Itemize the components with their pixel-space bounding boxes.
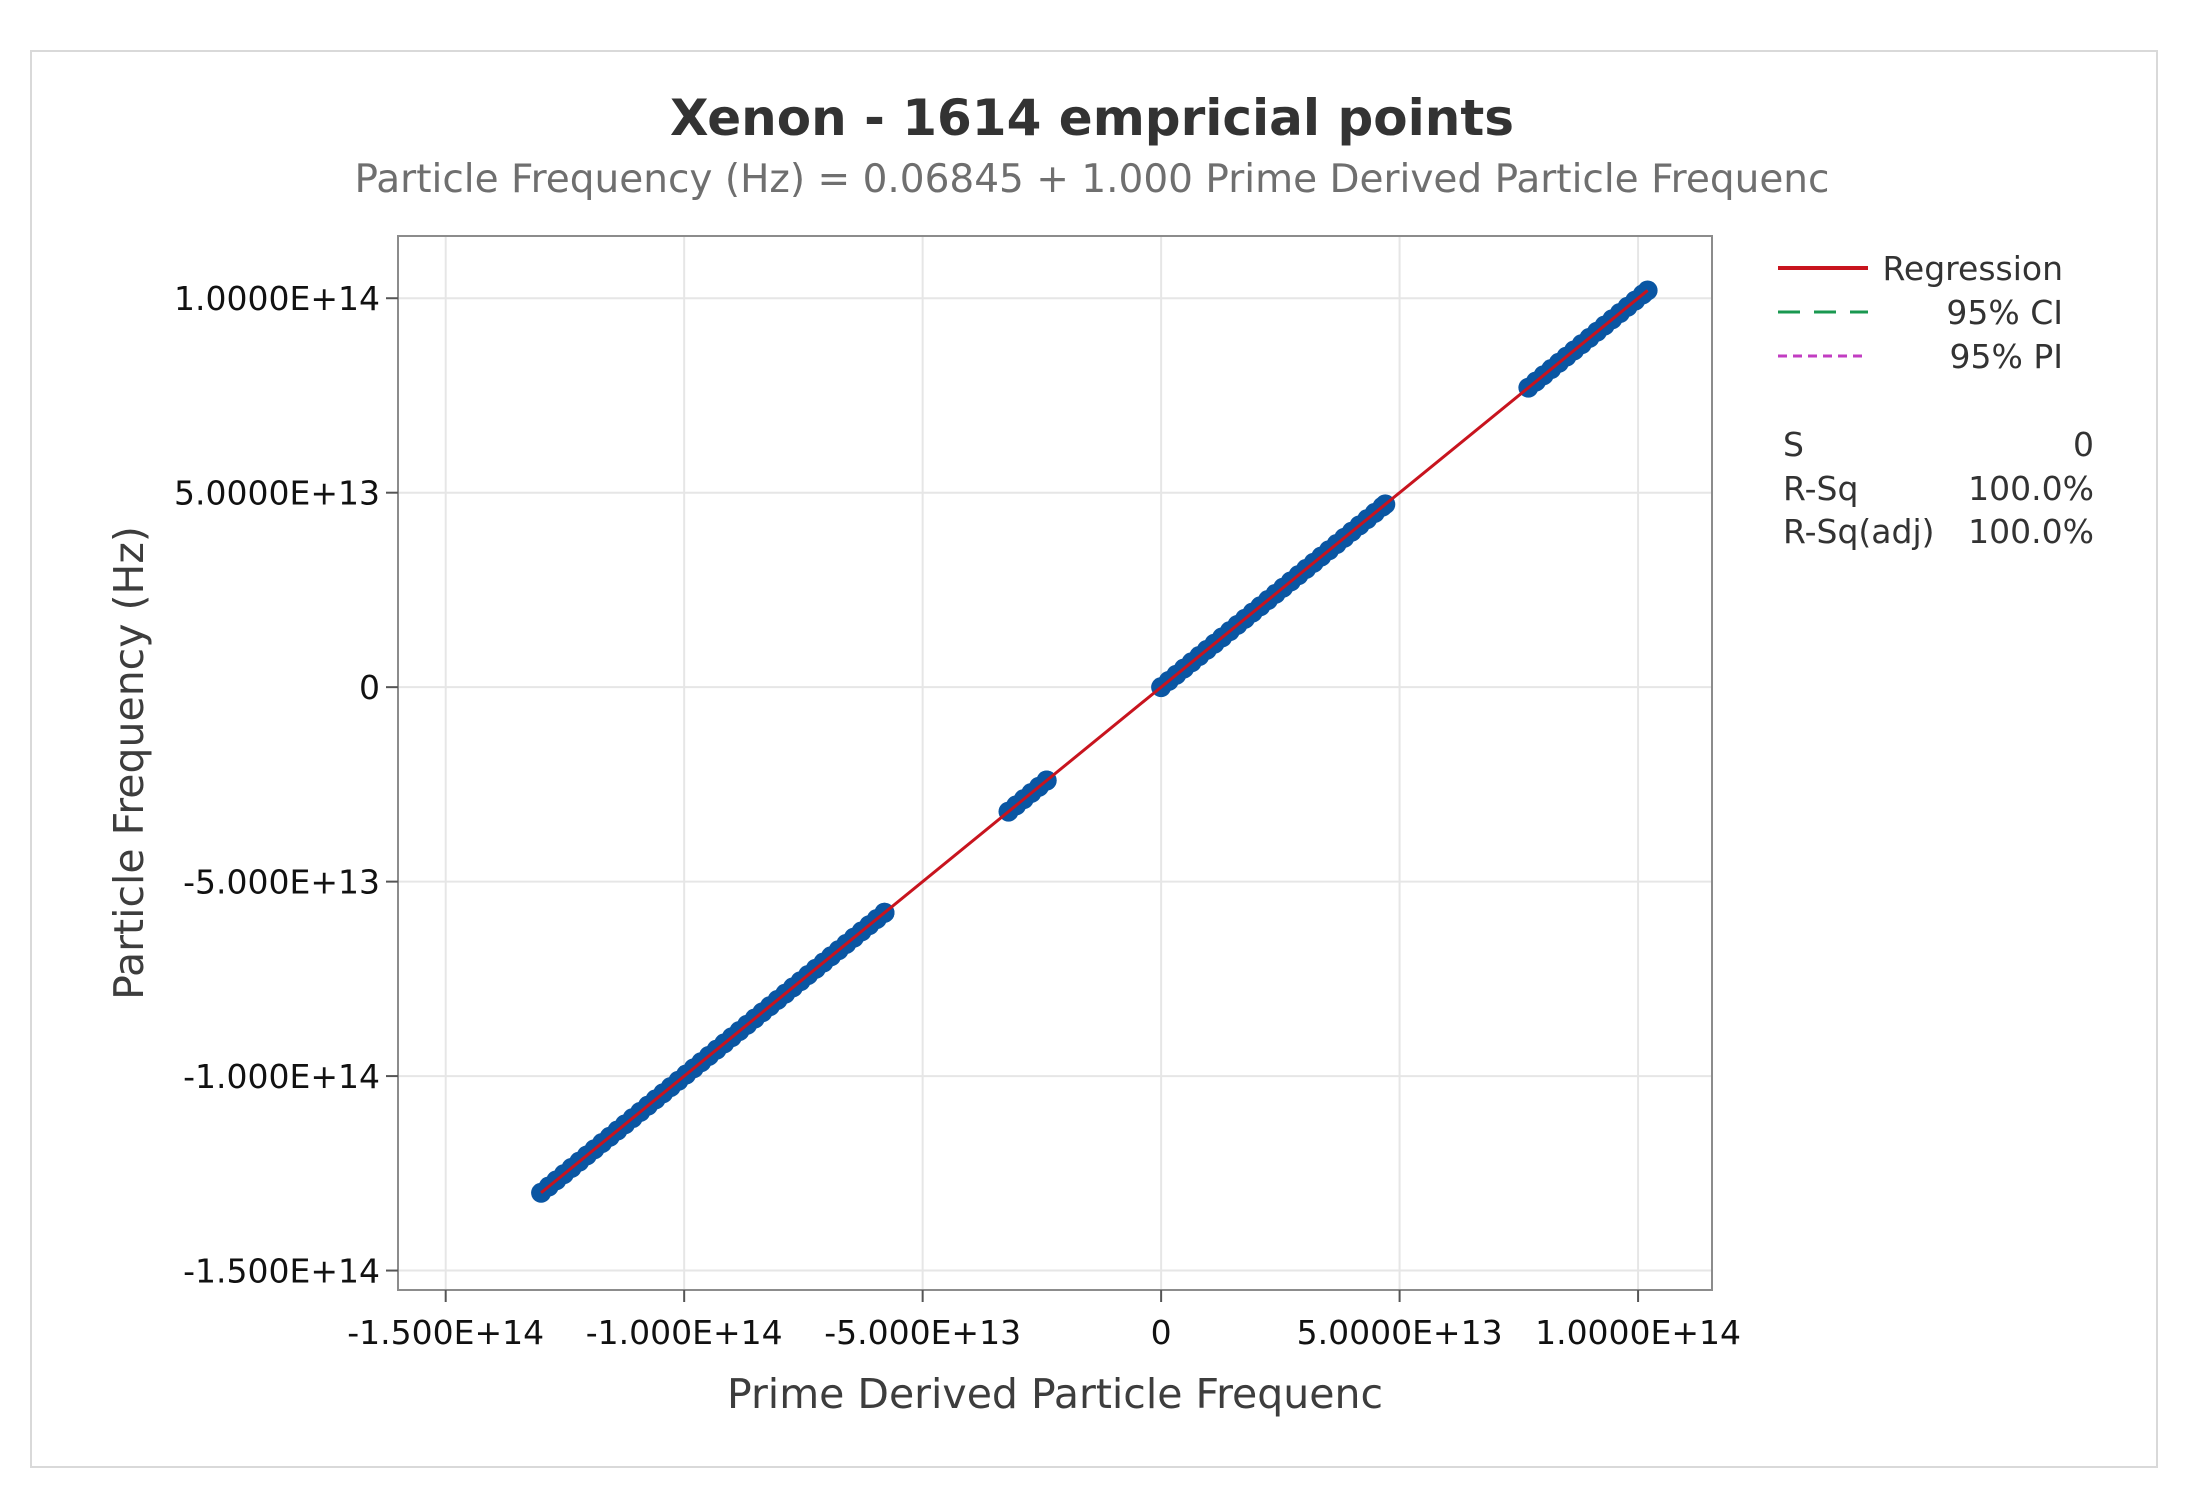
chart-title: Xenon - 1614 empricial points — [670, 89, 1514, 147]
legend-label-regression: Regression — [1882, 249, 2063, 288]
x-tick-label: -5.000E+13 — [824, 1313, 1021, 1352]
regression-lines — [540, 289, 1649, 1194]
y-axis-ticks: 1.0000E+14 5.0000E+13 0 -5.000E+13 -1.000E+1… — [174, 279, 398, 1291]
x-tick-label: -1.500E+14 — [347, 1313, 544, 1352]
stat-value-rsq-adj: 100.0% — [1968, 512, 2094, 551]
stat-label-s: S — [1783, 425, 1804, 464]
stat-label-rsq-adj: R-Sq(adj) — [1783, 512, 1934, 551]
chart-subtitle: Particle Frequency (Hz) = 0.06845 + 1.00… — [355, 157, 1830, 202]
legend: Regression 95% CI 95% PI — [1778, 249, 2063, 376]
y-tick-label: -1.500E+14 — [183, 1252, 380, 1291]
y-tick-label: -5.000E+13 — [183, 863, 380, 902]
stat-value-s: 0 — [2073, 425, 2094, 464]
stats-table: S 0 R-Sq 100.0% R-Sq(adj) 100.0% — [1783, 425, 2094, 551]
y-tick-label: 1.0000E+14 — [174, 279, 380, 318]
stat-label-rsq: R-Sq — [1783, 469, 1858, 508]
y-tick-label: 0 — [359, 668, 380, 707]
regression-line — [540, 289, 1649, 1194]
legend-label-pi: 95% PI — [1950, 337, 2063, 376]
x-tick-label: 1.0000E+14 — [1535, 1313, 1741, 1352]
y-axis-title: Particle Frequency (Hz) — [105, 526, 153, 1000]
x-axis-ticks: -1.500E+14 -1.000E+14 -5.000E+13 0 5.0000E+1… — [347, 1290, 1741, 1352]
y-tick-label: 5.0000E+13 — [174, 474, 380, 513]
plot-area — [397, 235, 1713, 1291]
stat-value-rsq: 100.0% — [1968, 469, 2094, 508]
y-tick-label: -1.000E+14 — [183, 1057, 380, 1096]
x-tick-label: -1.000E+14 — [586, 1313, 783, 1352]
legend-label-ci: 95% CI — [1946, 293, 2063, 332]
chart-frame — [30, 50, 2158, 1468]
x-axis-title: Prime Derived Particle Frequenc — [727, 1370, 1383, 1418]
grid-layer — [398, 236, 1712, 1290]
x-tick-label: 5.0000E+13 — [1297, 1313, 1503, 1352]
x-tick-label: 0 — [1151, 1313, 1172, 1352]
